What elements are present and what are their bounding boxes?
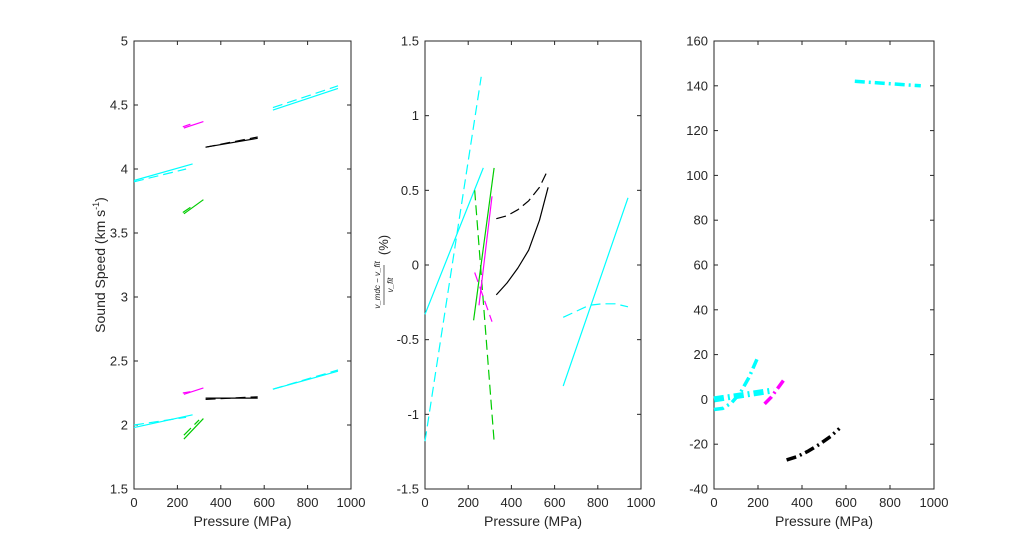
y-tick-label: -40 [689, 482, 708, 497]
data-series-line [133, 163, 193, 182]
y-tick-label: 3 [121, 290, 128, 305]
y-tick-label: 40 [694, 302, 708, 317]
y-tick-label: 0 [412, 258, 419, 273]
y-axis-label-superscript: -1 [91, 202, 101, 210]
y-tick-label: 0.5 [401, 183, 419, 198]
x-tick-label: 0 [710, 495, 717, 510]
y-tick-label: 4.5 [110, 98, 128, 113]
y-tick-label: 4 [121, 162, 128, 177]
y-axis-label: v_mdc − v_fit v_fit (%) [373, 235, 395, 309]
y-tick-label: 2 [121, 418, 128, 433]
x-tick-label: 0 [421, 495, 428, 510]
data-series-line [713, 387, 774, 403]
data-series-line [182, 123, 191, 128]
data-series-line [182, 206, 191, 213]
x-tick-label: 200 [747, 495, 769, 510]
data-series-line [478, 196, 493, 306]
y-axis-label-numerator: v_mdc − v_fit [373, 261, 382, 309]
x-tick-label: 400 [791, 495, 813, 510]
third-panel: Pressure (MPa) 0 200 400 600 800 1000 -40 -20 0 2… [686, 34, 948, 530]
y-tick-label: 140 [686, 78, 708, 93]
sound-speed-panel: Pressure (MPa) Sound Speed (km s-1) 0 200… [91, 34, 365, 530]
x-axis-label: Pressure (MPa) [193, 513, 291, 529]
y-tick-label: 1.5 [401, 34, 419, 49]
x-tick-label: 600 [544, 495, 566, 510]
data-series-line [272, 87, 339, 111]
y-tick-label: 2.5 [110, 354, 128, 369]
y-tick-label: 1 [412, 108, 419, 123]
data-series-line [424, 76, 482, 442]
y-tick-label: 1.5 [110, 482, 128, 497]
data-series-line [495, 187, 549, 296]
data-series-line [424, 167, 484, 315]
x-tick-label: 0 [130, 495, 137, 510]
relative-residual-panel: Pressure (MPa) v_mdc − v_fit v_fit (%) 0… [373, 34, 655, 530]
y-tick-label: 5 [121, 34, 128, 49]
y-tick-label: 160 [686, 34, 708, 49]
x-tick-label: 1000 [920, 495, 949, 510]
data-series-line [473, 167, 495, 321]
y-tick-label: 60 [694, 258, 708, 273]
x-tick-label: 400 [210, 495, 232, 510]
y-tick-label: -1.5 [397, 482, 419, 497]
data-series-line [854, 79, 921, 88]
y-axis-label-denominator: v_fit [386, 277, 395, 292]
data-series-line [272, 85, 339, 109]
data-series-line [205, 396, 258, 400]
plot-area-frame [424, 40, 642, 490]
y-axis-label-close: ) [92, 197, 108, 202]
y-tick-label: 3.5 [110, 226, 128, 241]
y-tick-label: -20 [689, 437, 708, 452]
y-tick-label: -1 [407, 407, 419, 422]
x-tick-label: 200 [167, 495, 189, 510]
y-axis-label-units: (%) [376, 235, 391, 255]
data-series-line [474, 272, 493, 322]
y-tick-label: 20 [694, 347, 708, 362]
y-tick-label: 80 [694, 213, 708, 228]
data-series-line [133, 416, 187, 426]
data-series-line [272, 369, 339, 390]
x-tick-label: 200 [457, 495, 479, 510]
x-axis-label: Pressure (MPa) [775, 513, 873, 529]
data-series-line [183, 418, 204, 440]
y-tick-label: 100 [686, 168, 708, 183]
y-tick-label: 120 [686, 123, 708, 138]
data-series-line [562, 197, 629, 387]
x-tick-label: 1000 [627, 495, 656, 510]
data-series-line [182, 391, 191, 394]
x-tick-label: 1000 [337, 495, 366, 510]
data-series-line [183, 121, 204, 129]
data-series-line [133, 414, 193, 429]
data-series-line [713, 356, 760, 412]
x-tick-label: 600 [253, 495, 275, 510]
x-tick-label: 600 [835, 495, 857, 510]
data-series-line [183, 199, 204, 215]
data-series-line [133, 168, 187, 183]
data-series-line [562, 303, 629, 318]
y-axis-label: Sound Speed (km s-1) [91, 197, 108, 333]
plot-area-frame [713, 40, 935, 490]
y-tick-label: -0.5 [397, 332, 419, 347]
data-series-line [496, 169, 549, 220]
y-axis-label-main: Sound Speed (km s [92, 210, 108, 333]
x-axis-label: Pressure (MPa) [484, 513, 582, 529]
x-tick-label: 800 [879, 495, 901, 510]
y-tick-label: 0 [701, 392, 708, 407]
x-tick-label: 400 [501, 495, 523, 510]
data-series-line [763, 378, 786, 406]
data-series-line [205, 136, 258, 148]
data-series-line [183, 419, 200, 436]
x-tick-label: 800 [297, 495, 319, 510]
plot-area-frame [133, 40, 352, 490]
data-series-line [183, 387, 204, 395]
data-series-line [474, 190, 495, 442]
x-tick-label: 800 [587, 495, 609, 510]
data-series-line [786, 427, 841, 462]
